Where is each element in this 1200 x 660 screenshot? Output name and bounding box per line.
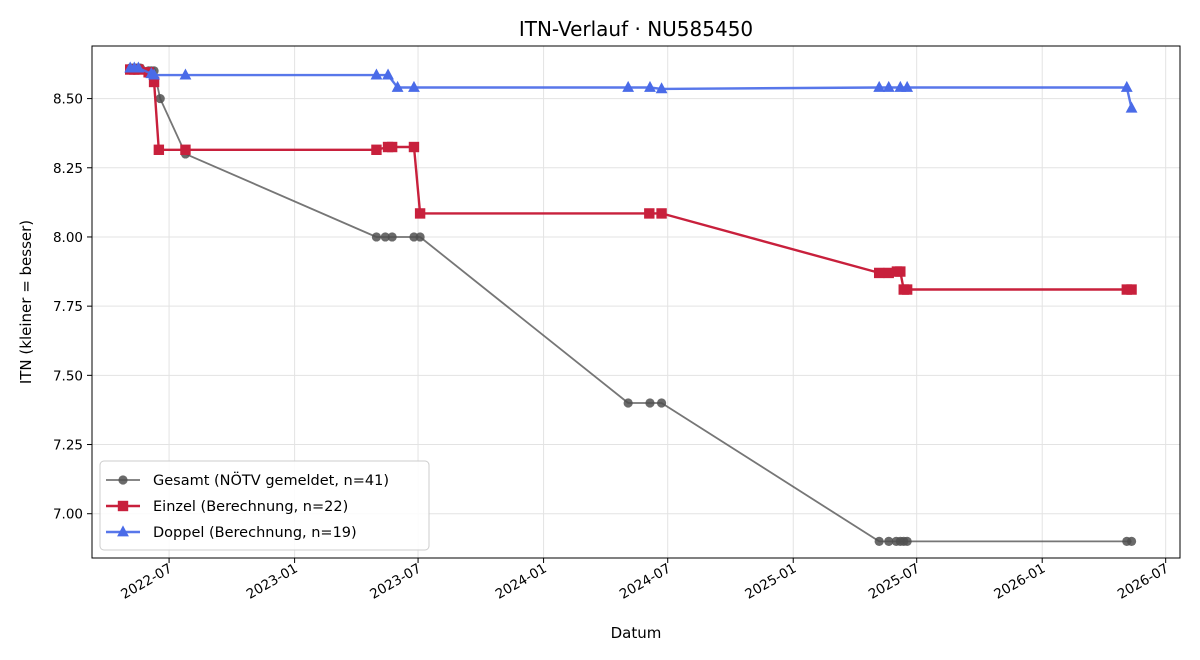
einzel-data-point (408, 141, 420, 153)
x-axis-label: Datum (611, 624, 662, 642)
einzel-data-point (148, 76, 160, 88)
legend-entry: Gesamt (NÖTV gemeldet, n=41) (106, 471, 389, 489)
gesamt-data-point (656, 398, 667, 408)
doppel-data-point (391, 80, 404, 92)
doppel-data-point (655, 82, 668, 94)
legend-entries: Gesamt (NÖTV gemeldet, n=41) Einzel (Bere… (106, 471, 389, 541)
y-tick-label: 7.00 (53, 507, 83, 523)
doppel-data-point (622, 80, 635, 92)
einzel-data-point (644, 208, 655, 219)
y-axis-label: ITN (kleiner = besser) (17, 220, 35, 384)
doppel-data-point (644, 80, 656, 92)
legend-marker-swatch (117, 525, 129, 537)
y-tick-label: 8.50 (53, 92, 83, 108)
gesamt-data-point (155, 93, 165, 104)
doppel-data-point (882, 80, 895, 92)
plot-frame (91, 45, 1181, 559)
legend-label: Einzel (Berechnung, n=22) (153, 499, 348, 515)
gesamt-data-point (645, 398, 655, 408)
legend-box (99, 460, 430, 551)
gesamt-data-point (415, 232, 425, 242)
legend-entry: Einzel (Berechnung, n=22) (106, 499, 348, 515)
einzel-data-point (656, 208, 667, 219)
chart-title: ITN-Verlauf · NU585450 (519, 17, 753, 41)
y-tick-label: 8.00 (53, 230, 83, 246)
series-layer (124, 61, 1138, 546)
grid-layer (92, 46, 1180, 558)
doppel-data-point (408, 80, 420, 92)
einzel-data-point (895, 266, 906, 277)
doppel-data-point (1120, 80, 1133, 92)
legend: Gesamt (NÖTV gemeldet, n=41) Einzel (Bere… (99, 460, 430, 551)
doppel-data-point (370, 68, 383, 80)
einzel-data-point (901, 284, 913, 295)
legend-entry: Doppel (Berechnung, n=19) (106, 525, 357, 541)
doppel-series (124, 61, 1138, 113)
einzel-data-point (371, 144, 382, 155)
doppel-data-point (901, 80, 914, 92)
gesamt-data-point (884, 536, 894, 546)
doppel-data-point (148, 68, 160, 80)
einzel-data-point (386, 141, 398, 153)
gesamt-data-point (371, 232, 382, 242)
legend-marker-swatch (117, 500, 129, 512)
einzel-data-point (180, 144, 191, 155)
gesamt-data-point (387, 232, 397, 242)
einzel-data-point (153, 144, 165, 155)
gesamt-data-point (874, 536, 884, 546)
doppel-data-point (1125, 101, 1138, 113)
gesamt-data-point (380, 232, 390, 242)
einzel-data-point (414, 208, 426, 219)
doppel-data-point (382, 68, 394, 80)
einzel-data-point (873, 267, 885, 279)
y-tick-label: 8.25 (53, 161, 83, 177)
doppel-data-point (873, 80, 886, 92)
doppel-data-point (132, 61, 145, 73)
doppel-data-point (179, 68, 192, 80)
y-tick-label: 7.50 (53, 368, 83, 384)
einzel-data-point (883, 267, 894, 279)
gesamt-data-point (902, 536, 912, 546)
legend-marker-swatch (118, 475, 128, 485)
legend-label: Doppel (Berechnung, n=19) (153, 525, 357, 541)
y-tick-label: 7.75 (53, 299, 83, 315)
gesamt-data-point (623, 398, 633, 408)
y-tick-label: 7.25 (53, 438, 83, 454)
legend-label: Gesamt (NÖTV gemeldet, n=41) (153, 471, 389, 489)
einzel-data-point (1126, 284, 1137, 295)
gesamt-data-point (1126, 536, 1137, 546)
